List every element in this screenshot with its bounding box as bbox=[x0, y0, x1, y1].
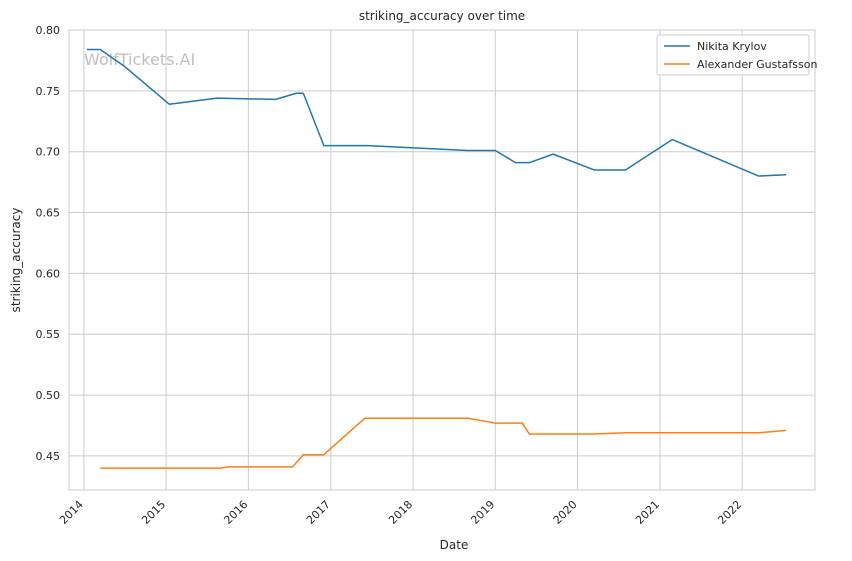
legend-label-nikita-krylov: Nikita Krylov bbox=[697, 40, 767, 53]
y-tick-label: 0.60 bbox=[36, 267, 61, 280]
legend-label-alexander-gustafsson: Alexander Gustafsson bbox=[697, 58, 817, 71]
chart-title: striking_accuracy over time bbox=[359, 9, 525, 23]
y-tick-label: 0.65 bbox=[36, 207, 61, 220]
series-lines bbox=[87, 48, 787, 469]
y-tick-label: 0.50 bbox=[36, 389, 61, 402]
y-tick-label: 0.70 bbox=[36, 146, 61, 159]
y-tick-label: 0.80 bbox=[36, 24, 61, 37]
x-axis-label: Date bbox=[440, 538, 469, 552]
y-axis-label: striking_accuracy bbox=[9, 208, 23, 313]
series-line-nikita-krylov bbox=[87, 48, 787, 177]
plot-frame bbox=[68, 29, 816, 491]
y-tick-label: 0.75 bbox=[36, 85, 61, 98]
legend: Nikita Krylov Alexander Gustafsson bbox=[656, 34, 817, 76]
y-tick-label: 0.45 bbox=[36, 450, 61, 463]
watermark-text: WolfTickets.AI bbox=[84, 50, 195, 69]
y-tick-label: 0.55 bbox=[36, 328, 61, 341]
y-axis-ticks: 0.45 0.50 0.55 0.60 0.65 0.70 0.75 0.80 bbox=[36, 24, 61, 463]
series-line-alexander-gustafsson bbox=[100, 417, 787, 469]
legend-frame bbox=[656, 34, 810, 76]
